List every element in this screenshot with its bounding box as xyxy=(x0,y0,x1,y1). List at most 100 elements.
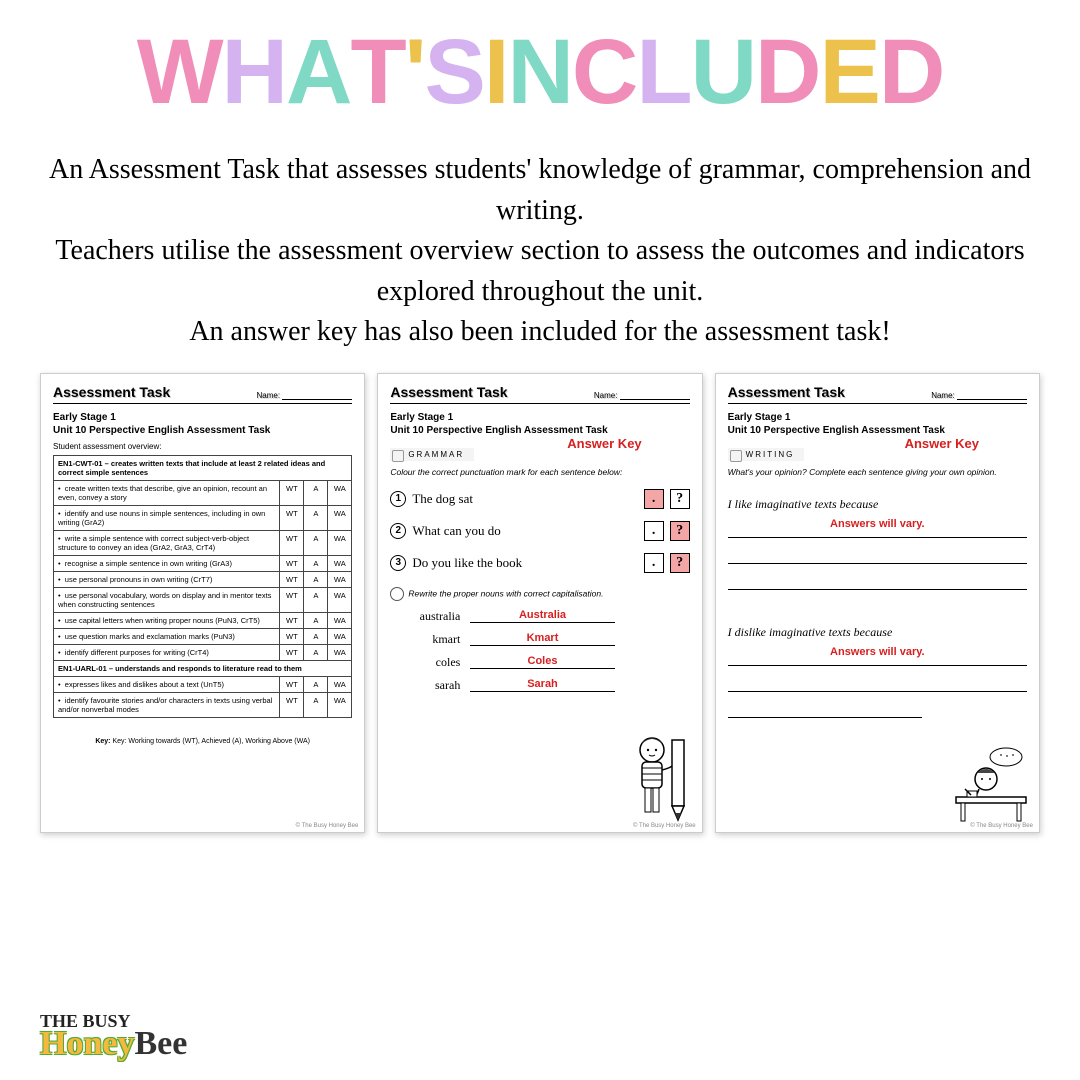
title-letter: A xyxy=(286,20,350,125)
stage-label: Early Stage 1 xyxy=(53,412,352,423)
title-letter: D xyxy=(879,20,943,125)
title-letter: ' xyxy=(405,20,425,125)
name-label: Name: xyxy=(594,391,618,400)
unit-title: Unit 10 Perspective English Assessment T… xyxy=(728,425,1027,436)
rubric-group-header: EN1-UARL-01 – understands and responds t… xyxy=(54,660,352,676)
grammar-instr2: Rewrite the proper nouns with correct ca… xyxy=(408,588,603,598)
grammar-tag: GRAMMAR xyxy=(390,448,474,461)
rubric-col: WT xyxy=(280,480,304,505)
rubric-col: WT xyxy=(280,644,304,660)
rubric-col: WA xyxy=(328,628,352,644)
grammar-question: 3Do you like the book .? xyxy=(390,553,689,573)
rubric-col: A xyxy=(304,587,328,612)
answer-key-label: Answer Key xyxy=(905,436,979,451)
rubric-col: A xyxy=(304,676,328,692)
rubric-row: • recognise a simple sentence in own wri… xyxy=(54,555,280,571)
rubric-row: • create written texts that describe, gi… xyxy=(54,480,280,505)
name-label: Name: xyxy=(931,391,955,400)
writing-instr: What's your opinion? Complete each sente… xyxy=(728,467,1027,477)
answer-line xyxy=(728,568,1027,590)
writing-tag: WRITING xyxy=(728,448,805,461)
rubric-row: • use personal pronouns in own writing (… xyxy=(54,571,280,587)
rubric-col: WT xyxy=(280,587,304,612)
rubric-col: A xyxy=(304,555,328,571)
rubric-key: Key: Key: Working towards (WT), Achieved… xyxy=(53,738,352,745)
grammar-question: 1The dog sat .? xyxy=(390,489,689,509)
answer-line xyxy=(728,542,1027,564)
rubric-row: • identify different purposes for writin… xyxy=(54,644,280,660)
sheet-grammar: Assessment Task Name: Early Stage 1 Unit… xyxy=(377,373,702,833)
sheet-title: Assessment Task xyxy=(390,384,507,400)
title-letter: C xyxy=(572,20,636,125)
rubric-col: A xyxy=(304,530,328,555)
rubric-col: WA xyxy=(328,480,352,505)
rubric-group-header: EN1-CWT-01 – creates written texts that … xyxy=(54,455,352,480)
rubric-col: A xyxy=(304,612,328,628)
title-letter: L xyxy=(636,20,690,125)
logo-bee: Bee xyxy=(134,1025,187,1062)
page-title: WHAT'S INCLUDED xyxy=(0,0,1080,125)
answer-key-label: Answer Key xyxy=(567,436,641,451)
rubric-col: WA xyxy=(328,571,352,587)
rubric-col: A xyxy=(304,692,328,717)
title-letter: S xyxy=(425,20,484,125)
answer-line: Answers will vary. xyxy=(728,644,1027,666)
rubric-col: WT xyxy=(280,628,304,644)
title-letter: E xyxy=(819,20,878,125)
title-letter: W xyxy=(137,20,222,125)
answer-line xyxy=(728,670,1027,692)
rubric-col: A xyxy=(304,480,328,505)
rubric-col: WT xyxy=(280,555,304,571)
title-letter: I xyxy=(484,20,508,125)
grammar-instr: Colour the correct punctuation mark for … xyxy=(390,467,689,477)
name-label: Name: xyxy=(257,391,281,400)
rubric-col: WA xyxy=(328,587,352,612)
title-letter: H xyxy=(222,20,286,125)
rubric-col: WA xyxy=(328,555,352,571)
rubric-col: A xyxy=(304,644,328,660)
title-letter: U xyxy=(691,20,755,125)
grammar-question: 2What can you do .? xyxy=(390,521,689,541)
title-letter: D xyxy=(755,20,819,125)
rubric-table: EN1-CWT-01 – creates written texts that … xyxy=(53,455,352,718)
rubric-col: WA xyxy=(328,505,352,530)
sheet-title: Assessment Task xyxy=(728,384,845,400)
rubric-col: WA xyxy=(328,530,352,555)
rubric-col: A xyxy=(304,505,328,530)
previews-row: Assessment Task Name: Early Stage 1 Unit… xyxy=(0,373,1080,833)
copyright: © The Busy Honey Bee xyxy=(296,823,359,829)
rubric-row: • identify and use nouns in simple sente… xyxy=(54,505,280,530)
description: An Assessment Task that assesses student… xyxy=(40,150,1040,353)
noun-row: colesColes xyxy=(390,655,614,670)
kid-pencil-icon xyxy=(624,732,694,822)
prompt-2: I dislike imaginative texts because xyxy=(728,625,1027,640)
stage-label: Early Stage 1 xyxy=(728,412,1027,423)
rubric-row: • identify favourite stories and/or char… xyxy=(54,692,280,717)
title-letter: N xyxy=(507,20,571,125)
unit-title: Unit 10 Perspective English Assessment T… xyxy=(53,425,352,436)
sheet-rubric: Assessment Task Name: Early Stage 1 Unit… xyxy=(40,373,365,833)
sheet-writing: Assessment Task Name: Early Stage 1 Unit… xyxy=(715,373,1040,833)
rubric-col: WT xyxy=(280,676,304,692)
rubric-row: • use personal vocabulary, words on disp… xyxy=(54,587,280,612)
rubric-row: • expresses likes and dislikes about a t… xyxy=(54,676,280,692)
noun-row: australiaAustralia xyxy=(390,609,614,624)
brand-logo: THE BUSY HoneyBee xyxy=(40,1013,187,1060)
rubric-row: • use question marks and exclamation mar… xyxy=(54,628,280,644)
answer-line: Answers will vary. xyxy=(728,516,1027,538)
unit-title: Unit 10 Perspective English Assessment T… xyxy=(390,425,689,436)
kid-desk-icon xyxy=(951,747,1031,822)
rubric-col: WA xyxy=(328,612,352,628)
bulb-icon xyxy=(390,587,404,601)
rubric-col: WT xyxy=(280,530,304,555)
logo-honey: Honey xyxy=(40,1025,134,1062)
prompt-1: I like imaginative texts because xyxy=(728,497,1027,512)
rubric-col: A xyxy=(304,571,328,587)
rubric-col: WA xyxy=(328,676,352,692)
copyright: © The Busy Honey Bee xyxy=(633,823,696,829)
rubric-col: WT xyxy=(280,571,304,587)
answer-line xyxy=(728,696,923,718)
stage-label: Early Stage 1 xyxy=(390,412,689,423)
rubric-col: WA xyxy=(328,644,352,660)
copyright: © The Busy Honey Bee xyxy=(970,823,1033,829)
